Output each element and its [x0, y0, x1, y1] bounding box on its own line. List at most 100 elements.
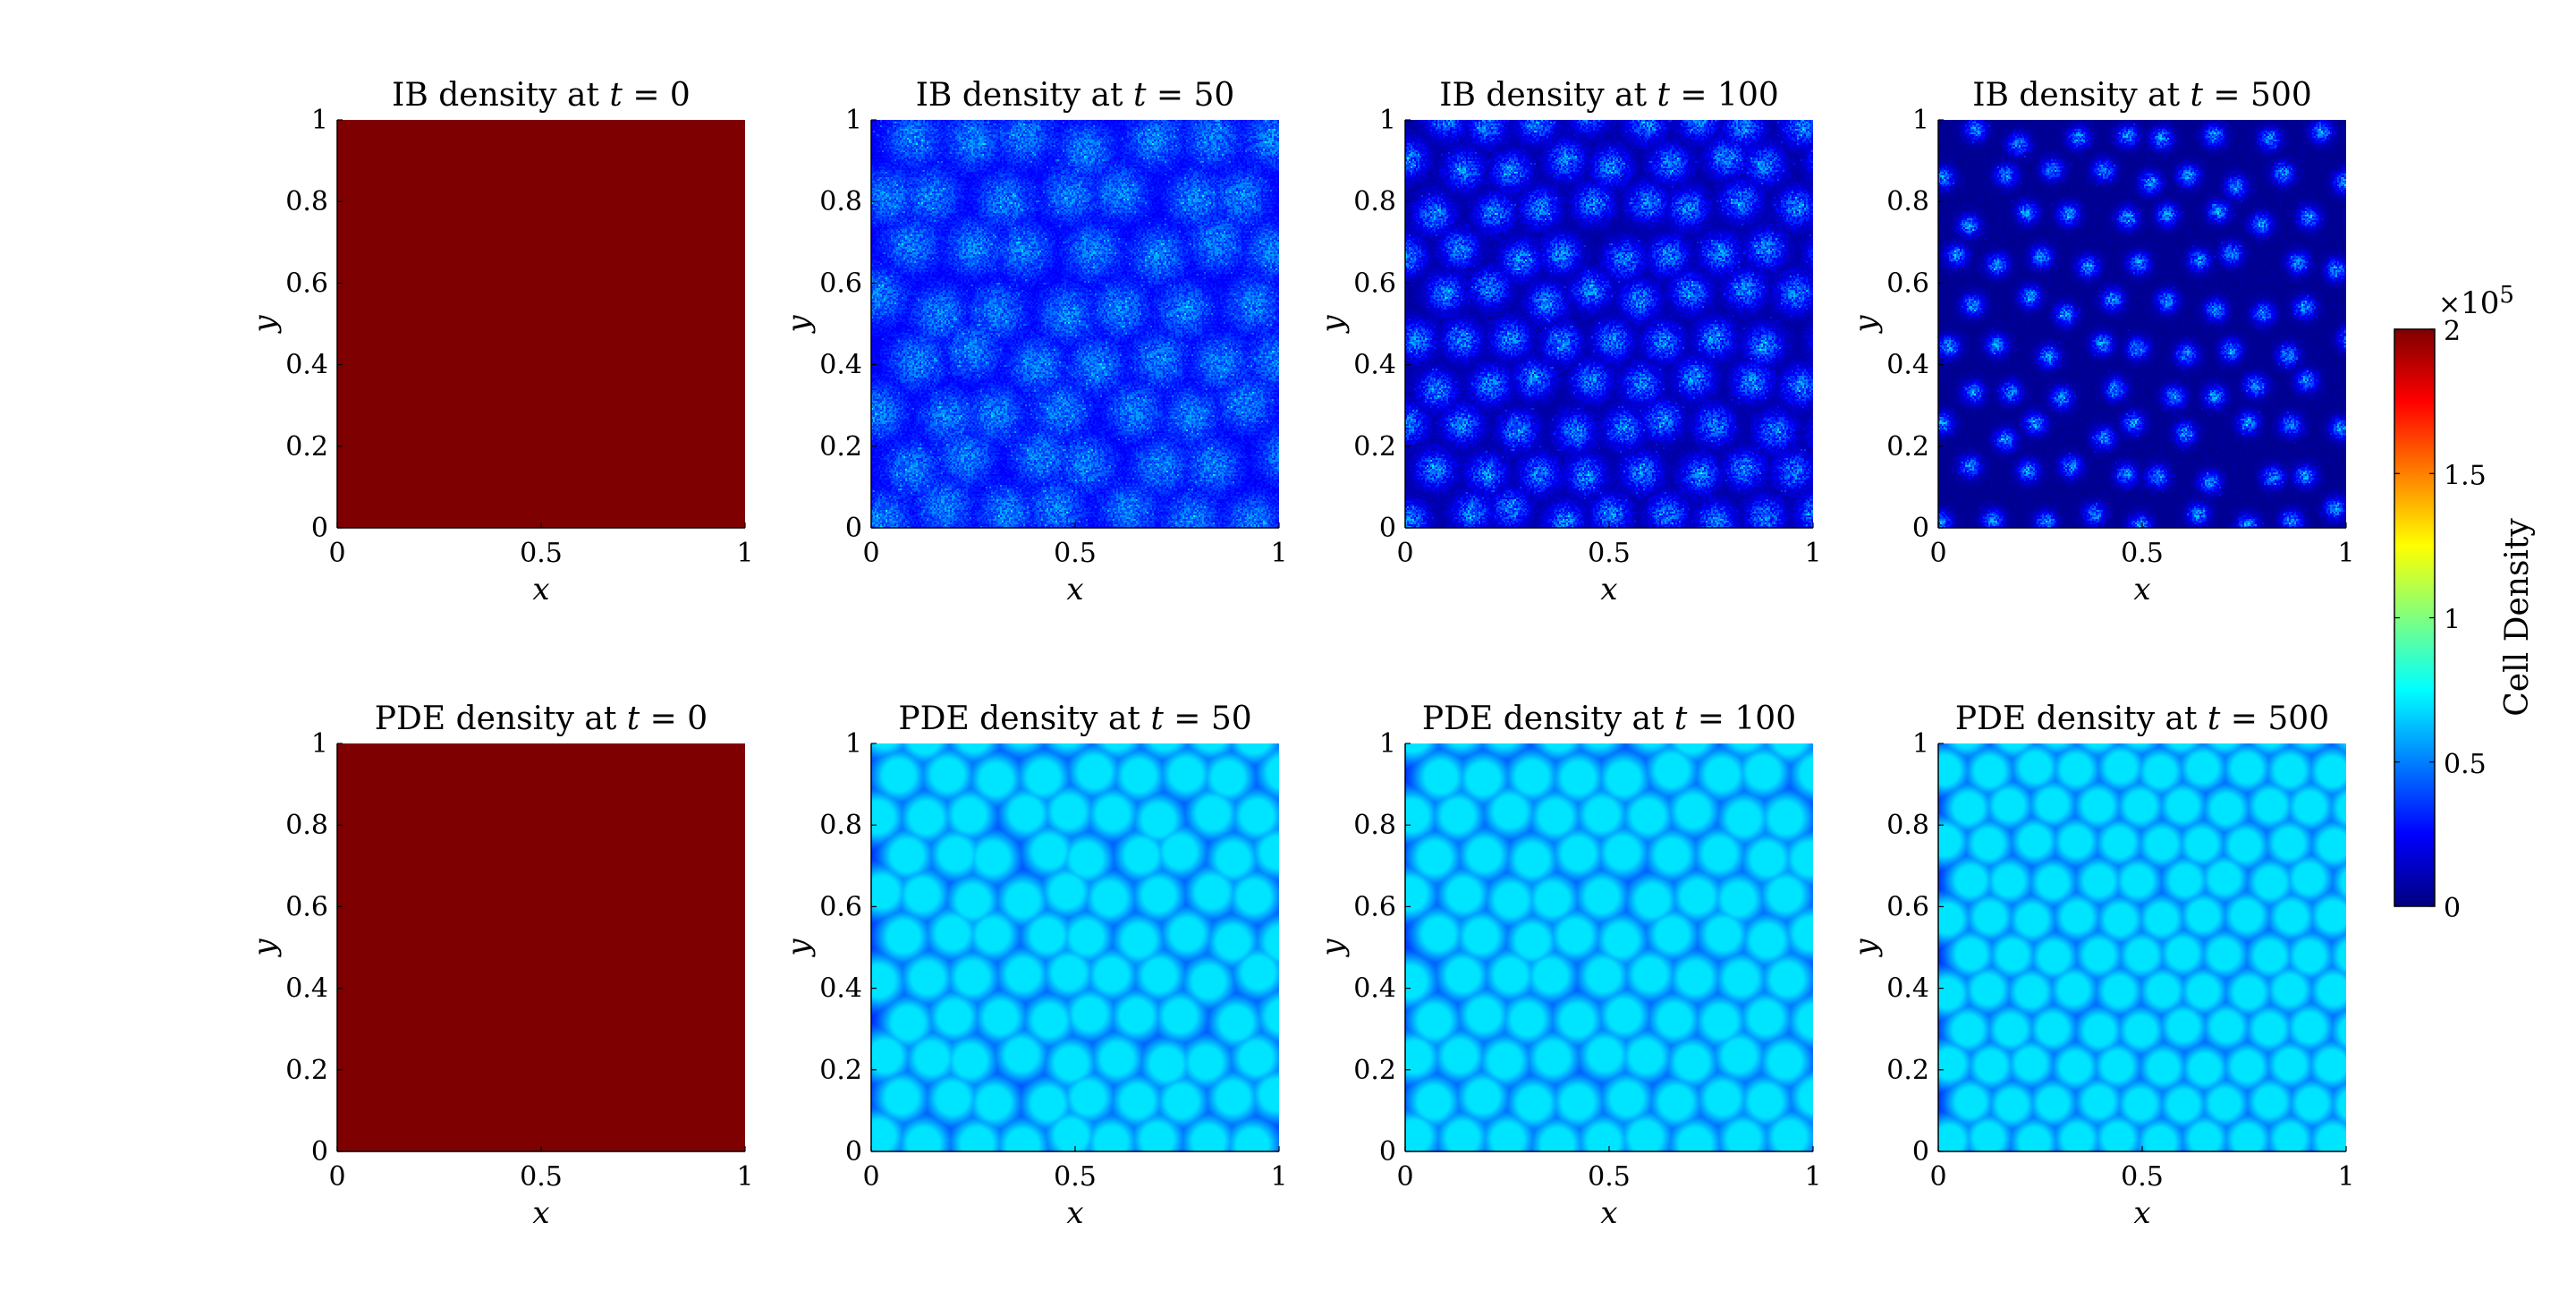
y-tick-label: 0.6 — [285, 891, 328, 922]
y-tick-label: 0.4 — [819, 973, 862, 1005]
x-tick-label: 0 — [328, 1161, 345, 1193]
panel-title-time-value: = 50 — [1146, 77, 1234, 114]
panel-title-time-symbol: t — [1150, 701, 1164, 737]
panel-title-time-symbol: t — [2190, 77, 2204, 114]
x-tick-label: 0.5 — [1588, 1161, 1631, 1193]
y-tick-label: 0.2 — [1353, 431, 1396, 463]
y-axis-label: y — [247, 939, 283, 958]
x-tick-label: 0 — [1396, 1161, 1413, 1193]
panel-title-prefix: IB density at — [916, 77, 1133, 114]
y-axis-label: y — [1848, 315, 1884, 335]
heatmap-pde-t100 — [1405, 743, 1813, 1151]
x-axis-label: x — [2133, 1195, 2150, 1231]
y-axis-label: y — [1848, 939, 1884, 958]
colorbar-tick-label: 0.5 — [2444, 749, 2487, 780]
x-axis-label: x — [532, 572, 549, 607]
x-tick-label: 0 — [1396, 538, 1413, 569]
y-tick-label: 0.4 — [285, 973, 328, 1005]
panel-title-time-symbol: t — [1674, 701, 1688, 737]
y-axis-label: y — [781, 939, 817, 958]
y-tick-label: 0.6 — [285, 268, 328, 299]
panel-title-prefix: PDE density at — [1955, 701, 2207, 737]
x-tick-label: 0.5 — [1054, 538, 1097, 569]
y-tick-label: 0 — [311, 1136, 328, 1168]
panel-title-time-symbol: t — [2207, 701, 2221, 737]
y-tick-label: 0 — [845, 513, 862, 544]
panel-title-time-value: = 0 — [640, 701, 708, 737]
x-tick-label: 0.5 — [2121, 1161, 2164, 1193]
panel-title-prefix: IB density at — [392, 77, 609, 114]
y-tick-label: 0.2 — [819, 431, 862, 463]
y-tick-label: 0.8 — [819, 186, 862, 217]
y-tick-label: 1 — [1379, 728, 1396, 760]
y-tick-label: 1 — [845, 728, 862, 760]
panel-ib-t100: IB density at t = 100 0 0.2 0.4 0.6 0.8 1 0 0.5 1… — [1315, 77, 1822, 607]
colorbar-exponent: ×105 — [2438, 282, 2514, 321]
y-tick-label: 1 — [311, 105, 328, 136]
y-tick-label: 0.8 — [1886, 810, 1929, 841]
colorbar-tick-label: 1 — [2444, 605, 2461, 636]
heatmap-pde-t50 — [871, 743, 1279, 1151]
y-tick-label: 0.6 — [1353, 268, 1396, 299]
panel-title-prefix: PDE density at — [898, 701, 1150, 737]
y-axis-label: y — [781, 315, 817, 335]
colorbar: 0 0.5 1 1.5 2 ×105 Cell Density — [2394, 282, 2536, 924]
y-tick-label: 1 — [1912, 728, 1929, 760]
panel-ib-t0: IB density at t = 0 0 0.2 0.4 0.6 0.8 1 0 0.5 1 x y — [247, 77, 754, 607]
y-tick-label: 0.4 — [1886, 350, 1929, 381]
y-tick-label: 1 — [845, 105, 862, 136]
x-tick-label: 0.5 — [520, 1161, 563, 1193]
heatmap-pde-t0 — [337, 743, 745, 1151]
y-tick-label: 1 — [1379, 105, 1396, 136]
panel-title: PDE density at t = 0 — [375, 701, 708, 737]
panel-title: IB density at t = 50 — [916, 77, 1235, 114]
y-tick-label: 0 — [845, 1136, 862, 1168]
panels-layer: IB density at t = 0 0 0.2 0.4 0.6 0.8 1 0 0.5 1 x y… — [247, 77, 2355, 1231]
y-tick-label: 0.8 — [285, 810, 328, 841]
x-tick-label: 0.5 — [1054, 1161, 1097, 1193]
y-tick-label: 0.8 — [1353, 186, 1396, 217]
x-tick-label: 0 — [1929, 1161, 1946, 1193]
y-tick-label: 0.2 — [285, 1055, 328, 1086]
x-axis-label: x — [1066, 1195, 1083, 1231]
x-tick-label: 0 — [328, 538, 345, 569]
x-tick-label: 0 — [862, 1161, 879, 1193]
y-tick-label: 0 — [1912, 1136, 1929, 1168]
y-tick-label: 1 — [1912, 105, 1929, 136]
x-axis-label: x — [532, 1195, 549, 1231]
x-axis-label: x — [2133, 572, 2150, 607]
panel-title-time-value: = 500 — [2203, 77, 2312, 114]
panel-title-prefix: IB density at — [1439, 77, 1657, 114]
heatmap-ib-t50 — [871, 120, 1279, 528]
x-tick-label: 0.5 — [1588, 538, 1631, 569]
y-tick-label: 0.2 — [1353, 1055, 1396, 1086]
x-tick-label: 1 — [2337, 538, 2354, 569]
panel-title-prefix: PDE density at — [1422, 701, 1674, 737]
y-tick-label: 0.4 — [1353, 973, 1396, 1005]
panel-pde-t100: PDE density at t = 100 0 0.2 0.4 0.6 0.8 1 0 0.5… — [1315, 701, 1822, 1231]
y-tick-label: 0.4 — [285, 350, 328, 381]
panel-title: PDE density at t = 500 — [1955, 701, 2329, 737]
panel-title: PDE density at t = 50 — [898, 701, 1251, 737]
y-axis-label: y — [1315, 315, 1351, 335]
y-tick-label: 0.2 — [1886, 431, 1929, 463]
x-tick-label: 1 — [1270, 538, 1287, 569]
panel-title-time-value: = 500 — [2220, 701, 2329, 737]
panel-title-time-value: = 0 — [623, 77, 691, 114]
panel-title-prefix: PDE density at — [375, 701, 627, 737]
colorbar-exponent-prefix: × — [2438, 289, 2461, 320]
x-tick-label: 0.5 — [2121, 538, 2164, 569]
y-tick-label: 0.4 — [1886, 973, 1929, 1005]
colorbar-ticks: 0 0.5 1 1.5 2 — [2394, 316, 2487, 924]
x-tick-label: 1 — [1270, 1161, 1287, 1193]
x-tick-label: 1 — [736, 1161, 753, 1193]
heatmap-pde-t500 — [1938, 743, 2346, 1151]
y-tick-label: 0.6 — [1886, 268, 1929, 299]
panel-title-time-value: = 100 — [1670, 77, 1779, 114]
y-tick-label: 0.2 — [819, 1055, 862, 1086]
colorbar-exponent-base: 10 — [2461, 285, 2499, 321]
panel-pde-t50: PDE density at t = 50 0 0.2 0.4 0.6 0.8 1 0 0.5 1… — [781, 701, 1288, 1231]
panel-ib-t500: IB density at t = 500 0 0.2 0.4 0.6 0.8 1 0 0.5 1… — [1848, 77, 2355, 607]
panel-title-time-value: = 50 — [1164, 701, 1252, 737]
y-axis-label: y — [1315, 939, 1351, 958]
